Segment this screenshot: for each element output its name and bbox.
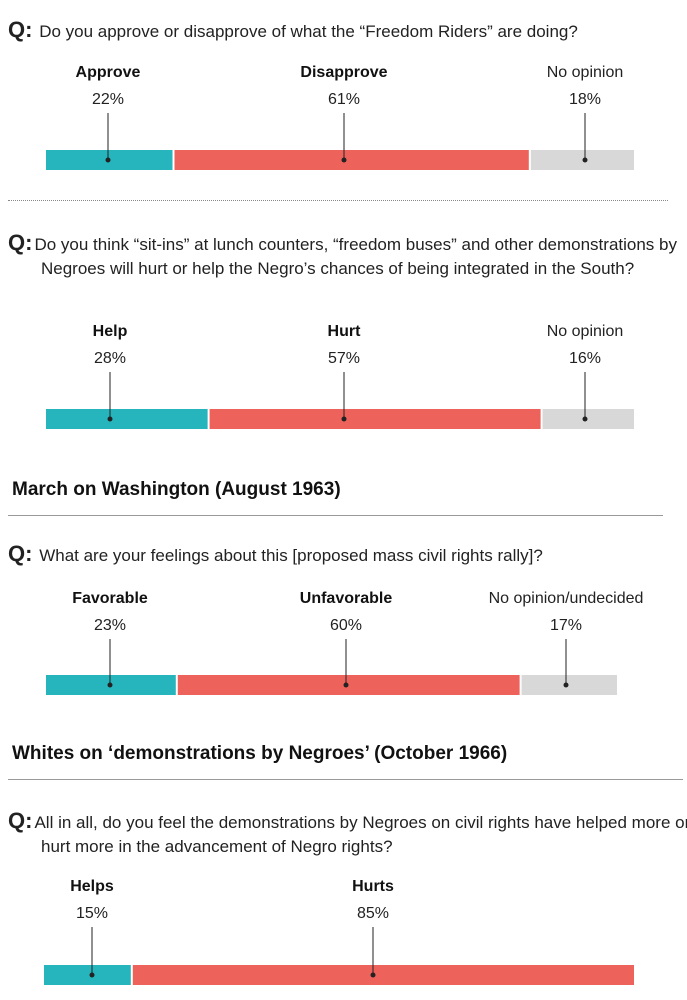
leader-dot bbox=[563, 682, 569, 688]
section-heading-whites: Whites on ‘demonstrations by Negroes’ (O… bbox=[12, 743, 508, 764]
percent-label: 17% bbox=[549, 617, 583, 634]
percent-label: 60% bbox=[329, 617, 363, 634]
category-label: Help bbox=[92, 323, 128, 340]
percent-label: 23% bbox=[93, 617, 127, 634]
percent-label: 15% bbox=[75, 905, 109, 922]
category-label: Hurts bbox=[352, 878, 394, 895]
category-label: Hurt bbox=[327, 323, 361, 340]
question-2: Q: Do you think “sit-ins” at lunch counte… bbox=[8, 231, 687, 281]
category-label: Approve bbox=[75, 64, 141, 81]
q-marker: Q: bbox=[8, 808, 33, 833]
question-text: All in all, do you feel the demonstratio… bbox=[34, 813, 687, 856]
bar-segment-no-opinion-undecided bbox=[521, 675, 617, 695]
question-text: Do you think “sit-ins” at lunch counters… bbox=[34, 235, 677, 278]
leader-dot bbox=[341, 416, 347, 422]
bar-segment-no-opinion bbox=[530, 150, 634, 170]
question-text: Do you approve or disapprove of what the… bbox=[39, 22, 578, 41]
question-1: Q: Do you approve or disapprove of what … bbox=[8, 18, 687, 44]
leader-dot bbox=[341, 157, 347, 163]
category-label: No opinion bbox=[546, 64, 624, 81]
leader-dot bbox=[89, 972, 95, 978]
question-text: What are your feelings about this [propo… bbox=[39, 546, 543, 565]
percent-label: 28% bbox=[93, 350, 127, 367]
percent-label: 85% bbox=[356, 905, 390, 922]
percent-label: 16% bbox=[568, 350, 602, 367]
leader-dot bbox=[370, 972, 376, 978]
category-label: Unfavorable bbox=[299, 590, 393, 607]
category-label: No opinion bbox=[546, 323, 624, 340]
leader-dot bbox=[343, 682, 349, 688]
bar-segment-help bbox=[46, 409, 208, 429]
percent-label: 22% bbox=[91, 91, 125, 108]
category-label: No opinion/undecided bbox=[488, 590, 644, 607]
bar-segment-helps bbox=[44, 965, 131, 985]
category-label: Favorable bbox=[72, 590, 148, 607]
leader-dot bbox=[107, 416, 113, 422]
percent-label: 18% bbox=[568, 91, 602, 108]
bar-segment-hurts bbox=[132, 965, 635, 985]
percent-label: 57% bbox=[327, 350, 361, 367]
q-marker: Q: bbox=[8, 17, 33, 42]
category-label: Helps bbox=[70, 878, 114, 895]
q-marker: Q: bbox=[8, 230, 33, 255]
leader-dot bbox=[107, 682, 113, 688]
bar-segment-no-opinion bbox=[542, 409, 634, 429]
percent-label: 61% bbox=[327, 91, 361, 108]
bar-segment-hurt bbox=[209, 409, 541, 429]
question-3: Q: What are your feelings about this [pr… bbox=[8, 542, 687, 568]
section-rule bbox=[8, 515, 663, 516]
q-marker: Q: bbox=[8, 541, 33, 566]
section-rule bbox=[8, 779, 683, 780]
bar-segment-disapprove bbox=[174, 150, 529, 170]
category-label: Disapprove bbox=[300, 64, 388, 81]
section-heading-march: March on Washington (August 1963) bbox=[12, 479, 341, 500]
section-divider bbox=[8, 200, 668, 201]
leader-dot bbox=[582, 157, 588, 163]
leader-dot bbox=[105, 157, 111, 163]
bar-segment-unfavorable bbox=[177, 675, 520, 695]
leader-dot bbox=[582, 416, 588, 422]
question-4: Q: All in all, do you feel the demonstrat… bbox=[8, 809, 687, 859]
